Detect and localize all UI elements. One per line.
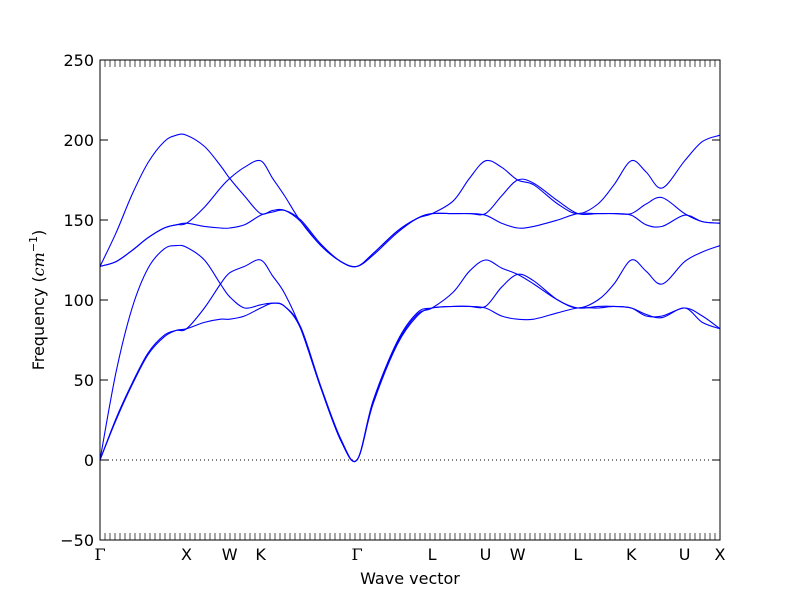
x-tick-label: X [181, 545, 192, 564]
band-line-6 [99, 133, 721, 268]
band-line-3 [99, 244, 721, 462]
x-tick-label: Γ [94, 545, 105, 564]
y-tick-label: 100 [63, 291, 94, 310]
y-tick-label: −50 [60, 531, 94, 550]
axis-ticks [99, 59, 721, 541]
band-line-2 [99, 245, 721, 463]
x-tick-label: U [480, 545, 492, 564]
y-axis-label-suffix: ) [29, 230, 48, 236]
y-axis-label-prefix: Frequency ( [29, 276, 48, 370]
y-tick-label: 50 [74, 371, 94, 390]
x-tick-label: W [510, 545, 526, 564]
y-axis-label-exponent: −1 [27, 236, 40, 252]
y-tick-label: 200 [63, 131, 94, 150]
plot-area [99, 133, 721, 463]
x-tick-label: W [222, 545, 238, 564]
y-axis-label-unit: cm [29, 252, 48, 276]
x-tick-label: U [679, 545, 691, 564]
y-tick-label: 250 [63, 51, 94, 70]
x-tick-label: L [573, 545, 582, 564]
y-tick-label: 0 [84, 451, 94, 470]
x-tick-label: Γ [351, 545, 362, 564]
x-tick-label: K [626, 545, 637, 564]
y-axis-label: Frequency (cm−1) [27, 230, 48, 371]
x-tick-label: L [428, 545, 437, 564]
y-tick-label: 150 [63, 211, 94, 230]
x-axis-label: Wave vector [360, 569, 460, 588]
x-tick-label: K [255, 545, 266, 564]
x-tick-label: X [715, 545, 726, 564]
plot-frame [99, 59, 721, 541]
